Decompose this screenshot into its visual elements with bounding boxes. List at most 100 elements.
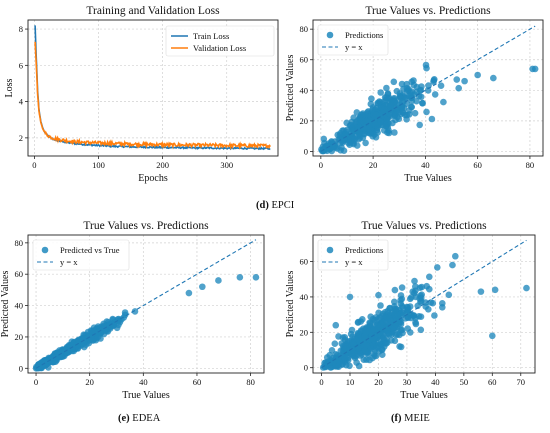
data-point	[118, 316, 125, 323]
caption-d: (d) EPCI	[256, 200, 294, 211]
data-point	[342, 361, 350, 369]
data-point	[328, 347, 336, 354]
data-point	[369, 106, 376, 113]
data-point	[461, 77, 468, 85]
chart-title: True Values vs. Predictions	[365, 5, 491, 17]
data-point	[377, 118, 384, 125]
data-point	[452, 252, 459, 260]
data-point	[424, 87, 432, 94]
data-point	[363, 342, 370, 349]
data-point	[418, 283, 426, 291]
x-tick-label: 0	[319, 377, 323, 387]
data-point	[351, 352, 358, 360]
y-tick-label: 4	[19, 97, 24, 107]
data-point	[391, 286, 399, 294]
caption-e: (e) EDEA	[118, 413, 160, 424]
chart-meie: 0 10 20 30 40 50 60 70 0 20 40 60 True Values vs. Pr…	[285, 220, 536, 401]
data-point	[410, 312, 418, 319]
chart-epci: 0 20 40 60 80 0 20 40 60 80 True Values vs. Predic…	[285, 5, 544, 184]
data-point	[423, 108, 430, 116]
data-point	[426, 273, 433, 281]
axes-frame	[312, 19, 544, 157]
data-point	[419, 99, 426, 107]
data-point	[385, 129, 393, 137]
data-point	[490, 74, 497, 82]
x-tick-label: 20	[369, 160, 378, 170]
data-point	[377, 302, 384, 309]
data-point	[431, 91, 439, 98]
data-point	[416, 295, 424, 302]
data-point	[455, 84, 463, 92]
data-point	[491, 286, 499, 294]
data-point	[523, 284, 530, 292]
data-point	[366, 319, 373, 327]
caption-d-letter: (d)	[256, 200, 269, 211]
data-point	[334, 131, 342, 139]
data-point	[331, 340, 339, 348]
data-point	[431, 76, 438, 83]
y-axis-label: Predicted Values	[0, 271, 11, 338]
data-point	[335, 333, 342, 340]
data-point	[445, 291, 453, 299]
y-tick-label: 80	[15, 238, 24, 248]
data-point	[431, 312, 438, 319]
data-point	[371, 114, 379, 122]
data-point	[417, 326, 425, 334]
identity-line	[320, 25, 536, 152]
data-point	[384, 330, 392, 337]
data-point	[411, 277, 418, 285]
data-point	[413, 97, 420, 105]
chart-title: True Values vs. Predictions	[83, 220, 209, 232]
legend: Predicted vs True y = x	[32, 239, 130, 271]
legend-swatch	[326, 31, 334, 39]
data-point	[88, 334, 95, 341]
data-point	[380, 335, 387, 342]
data-point	[453, 76, 461, 83]
y-tick-label: 60	[300, 257, 309, 267]
data-point	[344, 126, 351, 133]
x-tick-label: 60	[193, 377, 202, 387]
data-point	[370, 326, 378, 333]
plot-area	[32, 239, 260, 372]
legend-label: Train Loss	[193, 31, 229, 41]
x-tick-label: 50	[460, 377, 469, 387]
data-point	[377, 89, 385, 96]
data-point	[236, 274, 244, 281]
chart-loss: 0 100 200 300 2 4 6 8 Training and Validation Lo…	[4, 5, 279, 184]
legend-label: Predictions	[345, 245, 383, 255]
data-point	[371, 347, 379, 354]
data-point	[252, 274, 260, 281]
data-point	[423, 282, 431, 290]
data-point	[418, 93, 425, 101]
data-point	[353, 109, 361, 116]
data-point	[365, 125, 373, 133]
data-point	[110, 322, 118, 329]
data-point	[345, 338, 353, 345]
data-point	[79, 336, 87, 344]
data-point	[408, 103, 415, 111]
data-point	[362, 329, 370, 336]
data-point	[413, 83, 421, 91]
legend-label: y = x	[345, 257, 363, 267]
data-point	[348, 346, 356, 354]
data-point	[408, 294, 415, 301]
data-point	[382, 314, 389, 321]
legend-label: Validation Loss	[193, 43, 246, 53]
y-tick-label: 6	[19, 60, 23, 70]
x-tick-label: 20	[374, 377, 383, 387]
point-cloud	[319, 252, 530, 371]
data-point	[368, 95, 375, 102]
data-point	[422, 61, 430, 69]
data-point	[356, 115, 363, 123]
data-point	[422, 303, 430, 310]
data-point	[102, 325, 109, 333]
data-point	[361, 130, 368, 138]
caption-e-letter: (e)	[118, 413, 130, 424]
axes-frame	[312, 234, 536, 374]
legend-swatch	[326, 246, 334, 254]
point-cloud	[32, 274, 260, 372]
x-tick-label: 40	[139, 377, 148, 387]
data-point	[437, 82, 445, 90]
caption-f: (f) MEIE	[391, 413, 430, 424]
caption-e-name: EDEA	[132, 413, 161, 424]
